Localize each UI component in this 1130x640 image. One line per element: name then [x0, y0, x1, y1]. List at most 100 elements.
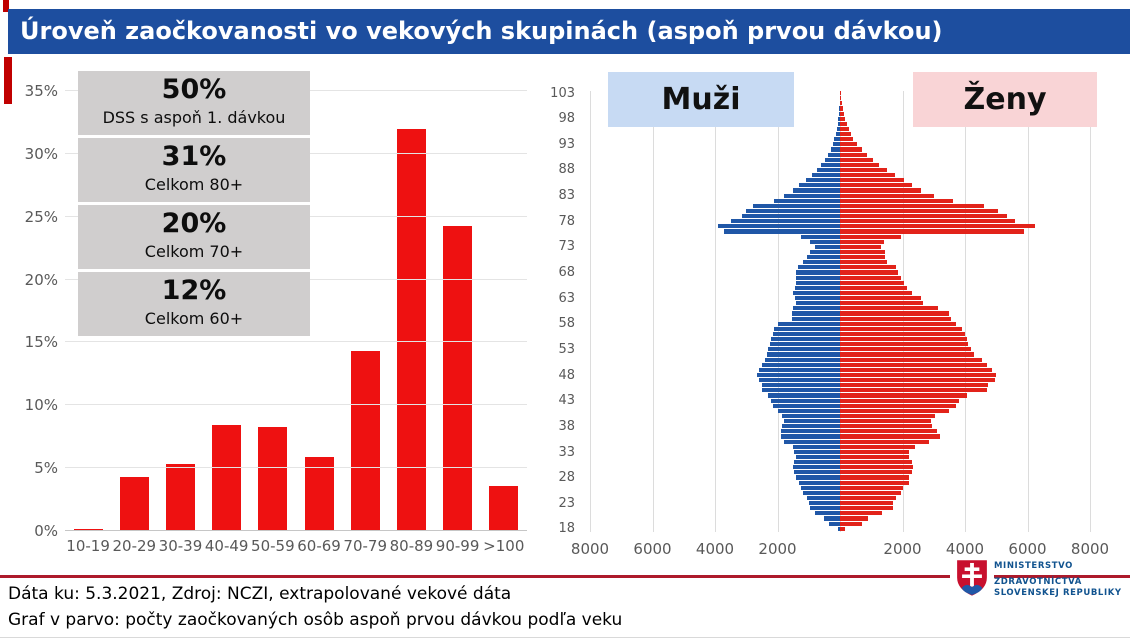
- women-half: [840, 383, 1090, 388]
- women-bar: [840, 454, 909, 459]
- page-title: Úroveň zaočkovanosti vo vekových skupiná…: [20, 17, 943, 45]
- men-bar: [794, 296, 840, 301]
- stat-value: 12%: [161, 275, 227, 306]
- men-bar: [793, 460, 840, 465]
- men-half: [590, 485, 840, 491]
- women-half: [840, 342, 1090, 347]
- pyramid-row: [590, 173, 1090, 178]
- men-half: [590, 449, 840, 455]
- men-bar: [802, 260, 840, 265]
- men-half: [590, 132, 840, 137]
- bar: [443, 225, 473, 531]
- women-bar: [840, 157, 873, 162]
- pyramid-row: [590, 296, 1090, 301]
- women-half: [840, 347, 1090, 352]
- women-bar: [840, 285, 908, 290]
- men-bar: [757, 372, 840, 377]
- women-half: [840, 270, 1090, 275]
- stat-box: 50% DSS s aspoň 1. dávkou: [78, 71, 310, 135]
- pyramid-plot: [590, 91, 1091, 532]
- women-half: [840, 311, 1090, 316]
- women-bar: [840, 316, 951, 321]
- pyramid-row: [590, 265, 1090, 270]
- bar-slot: [481, 91, 527, 531]
- women-bar: [840, 244, 881, 249]
- pyramid-row: [590, 316, 1090, 322]
- men-half: [590, 347, 840, 352]
- men-half: [590, 229, 840, 234]
- pyramid-row: [590, 301, 1090, 306]
- pyramid-row: [590, 111, 1090, 117]
- men-bar: [783, 193, 840, 198]
- women-bar: [840, 101, 842, 106]
- bar: [73, 528, 103, 531]
- age-tick-label: 28: [558, 470, 575, 486]
- women-bar: [840, 229, 1025, 234]
- pyramid-row: [590, 331, 1090, 337]
- legend-men-label: Muži: [661, 82, 741, 117]
- women-half: [840, 480, 1090, 486]
- pyramid-row: [590, 372, 1090, 378]
- women-bar: [840, 352, 975, 357]
- pyramid-row: [590, 321, 1090, 327]
- pyramid-row: [590, 306, 1090, 311]
- bar-slot: [111, 91, 157, 531]
- men-bar: [810, 249, 840, 254]
- bar: [119, 476, 149, 531]
- men-half: [590, 296, 840, 301]
- women-half: [840, 521, 1090, 527]
- y-tick-label: 0%: [34, 522, 58, 540]
- men-half: [590, 378, 840, 383]
- bar: [396, 128, 426, 531]
- pyramid-row: [590, 96, 1090, 101]
- pyramid-row: [590, 403, 1090, 409]
- pyramid-gridline: [590, 91, 591, 532]
- pyramid-row: [590, 495, 1090, 501]
- bar: [489, 485, 519, 531]
- women-half: [840, 121, 1090, 127]
- men-bar: [782, 413, 840, 418]
- men-half: [590, 511, 840, 516]
- men-half: [590, 101, 840, 106]
- men-half: [590, 142, 840, 147]
- men-half: [590, 157, 840, 163]
- men-half: [590, 429, 840, 434]
- age-tick-label: 48: [558, 367, 575, 383]
- pyramid-row: [590, 285, 1090, 291]
- men-half: [590, 126, 840, 132]
- women-bar: [840, 260, 887, 265]
- women-bar: [840, 152, 867, 157]
- men-half: [590, 203, 840, 209]
- age-tick-label: 43: [558, 393, 575, 409]
- women-bar: [840, 439, 930, 444]
- women-bar: [840, 470, 912, 475]
- men-half: [590, 249, 840, 255]
- x-tick-label: 90-99: [435, 537, 480, 555]
- women-bar: [840, 408, 950, 413]
- women-bar: [840, 188, 922, 193]
- men-half: [590, 434, 840, 439]
- pyramid-row: [590, 383, 1090, 388]
- men-half: [590, 357, 840, 363]
- pyramid-gridline: [1027, 91, 1029, 532]
- stat-label: Celkom 80+: [144, 175, 244, 194]
- men-bar: [765, 357, 840, 362]
- women-half: [840, 116, 1090, 122]
- women-half: [840, 434, 1090, 439]
- pyramid-row: [590, 362, 1090, 368]
- women-bar: [840, 424, 933, 429]
- men-half: [590, 470, 840, 475]
- women-half: [840, 244, 1090, 250]
- x-tick-label: 40-49: [204, 537, 249, 555]
- pyramid-row: [590, 429, 1090, 434]
- men-bar: [793, 449, 840, 454]
- men-bar: [768, 347, 840, 352]
- men-bar: [836, 126, 840, 131]
- men-bar: [772, 403, 840, 408]
- men-bar: [774, 198, 840, 203]
- age-tick-label: 83: [558, 188, 575, 204]
- bar-slot: [65, 91, 111, 531]
- men-bar: [839, 106, 840, 111]
- pyramid-row: [590, 413, 1090, 419]
